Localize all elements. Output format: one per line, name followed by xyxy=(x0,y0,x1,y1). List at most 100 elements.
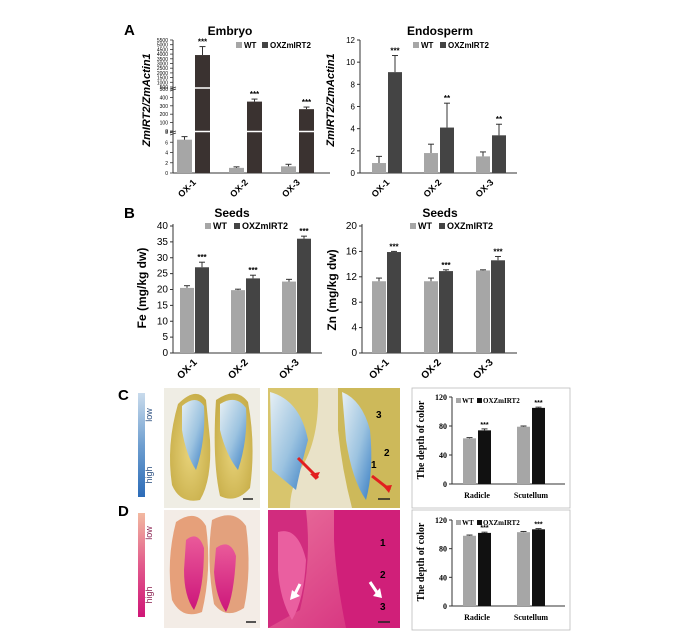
y-tick-label: 10 xyxy=(346,58,355,67)
x-ticks: OX-1 OX-2 OX-3 xyxy=(175,357,302,382)
bar-wt-ox-2 xyxy=(424,153,438,173)
bars: *** *** *** xyxy=(180,227,311,353)
x-tick-label: OX-2 xyxy=(228,177,250,199)
legend-swatch-wt xyxy=(456,520,461,525)
legend-wt: WT xyxy=(418,221,432,231)
pink-scale-bar xyxy=(138,513,145,617)
y-tick-label: 500 xyxy=(160,87,169,93)
x-ticks: Radicle Scutellum xyxy=(464,613,548,622)
y-tick-label: 35 xyxy=(157,237,169,248)
y-ticks: 0 5 10 15 20 25 30 35 40 xyxy=(157,221,173,359)
legend-ox: OXZmIRT2 xyxy=(448,41,489,50)
y-tick-label: 0 xyxy=(162,348,168,359)
legend: WT OXZmIRT2 xyxy=(236,41,311,50)
y-tick-label: 2000 xyxy=(157,71,168,77)
y-ticks: 0 40 80 120 xyxy=(435,393,452,489)
y-tick-label: 0 xyxy=(165,171,168,177)
panel-label-b: B xyxy=(124,205,135,222)
y-tick-label: 40 xyxy=(439,451,447,460)
y-tick-label: 120 xyxy=(435,516,447,525)
bar-ox-scutellum xyxy=(532,529,545,606)
y-tick-label: 4500 xyxy=(157,47,168,53)
bar-wt-ox-3 xyxy=(281,166,296,173)
y-tick-label: 2500 xyxy=(157,66,168,72)
x-tick-label: OX-2 xyxy=(419,357,444,382)
kernel-photo-pink xyxy=(164,510,260,628)
bar-wt-ox-2 xyxy=(231,290,245,353)
chart-title: Endosperm xyxy=(407,24,473,38)
x-ticks: OX-1 OX-2 OX-3 xyxy=(367,357,496,382)
y-ticks: 0 2 4 6 8 10 12 xyxy=(346,36,360,178)
panel-c-photos: low high 3 2 1 xyxy=(138,388,400,508)
legend: WT OXZmIRT2 xyxy=(413,41,489,50)
y-tick-label: 0 xyxy=(443,602,447,611)
chart-title: Seeds xyxy=(214,206,250,220)
significance-label: *** xyxy=(198,38,208,47)
y-tick-label: 3000 xyxy=(157,62,168,68)
y-tick-label: 30 xyxy=(157,253,169,264)
y-tick-label: 5 xyxy=(162,332,168,343)
bar-wt-ox-3 xyxy=(476,156,490,173)
chart-color-c: The depth of color 0 40 80 120 *** *** Radic… xyxy=(411,387,571,509)
y-axis-label: The depth of color xyxy=(416,400,427,479)
bar-wt-scutellum xyxy=(517,426,530,484)
y-tick-label: 500 xyxy=(160,85,169,91)
y-tick-label: 12 xyxy=(346,272,358,283)
y-tick-label: 8 xyxy=(351,80,356,89)
scale-high-label: high xyxy=(144,586,154,603)
region-label: 3 xyxy=(380,602,386,613)
x-tick-label: OX-2 xyxy=(226,357,251,382)
bar-ox-ox-3 xyxy=(491,260,505,353)
legend-swatch-ox xyxy=(234,223,240,229)
y-tick-label: 3500 xyxy=(157,57,168,63)
y-tick-label: 20 xyxy=(346,221,358,232)
bar-ox-radicle xyxy=(478,430,491,484)
x-tick-label: OX-3 xyxy=(280,177,302,199)
y-tick-label: 25 xyxy=(157,269,169,280)
significance-label: *** xyxy=(197,253,207,262)
chart-title: Embryo xyxy=(208,24,253,38)
legend-wt: WT xyxy=(462,397,474,405)
y-tick-label: 5500 xyxy=(157,38,168,44)
bar-wt-radicle xyxy=(463,438,476,484)
panel-label-d: D xyxy=(118,503,129,520)
bar-wt-radicle xyxy=(463,535,476,606)
significance-label: *** xyxy=(389,242,399,251)
legend-ox: OXZmIRT2 xyxy=(242,221,288,231)
legend-wt: WT xyxy=(421,41,434,50)
scale-high-label: high xyxy=(144,466,154,483)
scale-low-label: low xyxy=(144,408,154,422)
y-tick-label: 4 xyxy=(165,151,168,157)
y-tick-label: 16 xyxy=(346,246,358,257)
panel-label-c: C xyxy=(118,387,129,404)
bar-wt-ox-2 xyxy=(424,281,438,353)
x-ticks: OX-1 OX-2 OX-3 xyxy=(369,177,495,199)
legend: WT OXZmIRT2 xyxy=(456,519,520,527)
x-tick-label: OX-3 xyxy=(473,177,495,199)
blue-scale-bar xyxy=(138,393,145,497)
bars: *** *** xyxy=(463,400,545,484)
bar-ox-scutellum xyxy=(532,407,545,484)
bar-ox-ox-1 xyxy=(195,267,209,353)
significance-label: ** xyxy=(444,94,451,103)
significance-label: *** xyxy=(302,98,312,107)
legend-swatch-wt xyxy=(456,398,461,403)
legend-ox: OXZmIRT2 xyxy=(483,519,520,527)
y-axis-label: ZmIRT2/ZmActin1 xyxy=(141,53,153,147)
panel-label-a: A xyxy=(124,22,135,39)
x-tick-label: OX-2 xyxy=(421,177,443,199)
y-axis-label: ZmIRT2/ZmActin1 xyxy=(325,53,337,147)
bar-wt-ox-1 xyxy=(180,287,194,353)
y-tick-label: 40 xyxy=(439,573,447,582)
significance-label: *** xyxy=(248,266,258,275)
y-ticks-upper: 5001000150020002500300035004000450050005… xyxy=(157,38,177,136)
y-tick-label: 20 xyxy=(157,285,169,296)
bar-ox-ox-2 xyxy=(246,278,260,353)
y-tick-label: 6 xyxy=(351,103,356,112)
y-tick-label: 4 xyxy=(351,323,357,334)
bar-ox-ox-2 xyxy=(247,101,262,173)
y-tick-label: 40 xyxy=(157,221,169,232)
y-tick-label: 120 xyxy=(435,393,447,402)
x-ticks: Radicle Scutellum xyxy=(464,491,548,500)
legend-swatch-wt xyxy=(205,223,211,229)
